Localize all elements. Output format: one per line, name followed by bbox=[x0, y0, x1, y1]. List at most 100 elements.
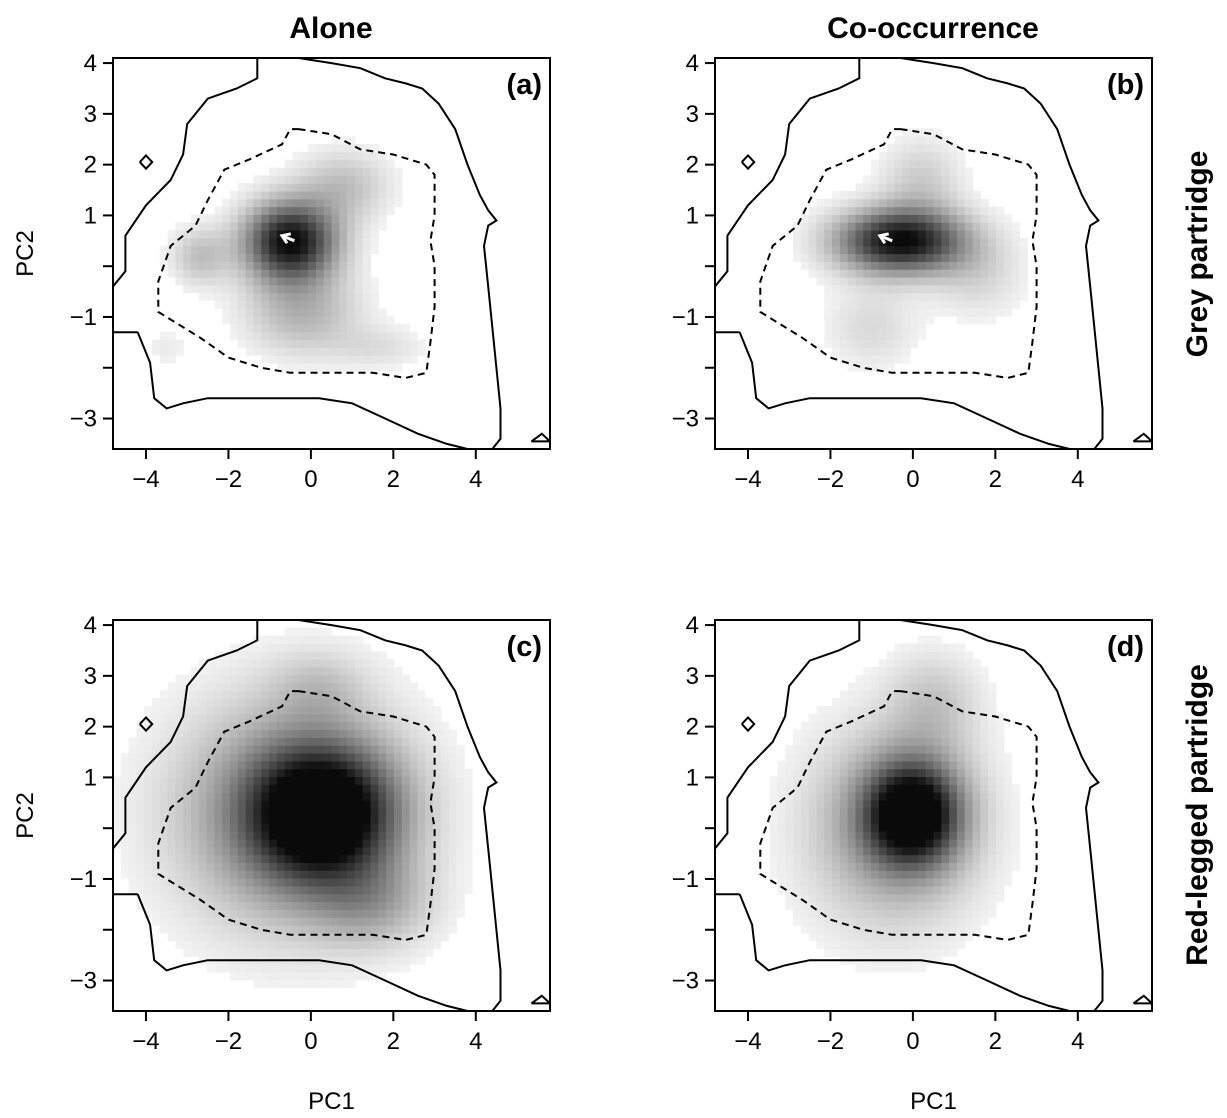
heat-cell bbox=[292, 698, 301, 707]
heat-cell bbox=[855, 347, 864, 356]
heat-cell bbox=[949, 932, 958, 942]
heat-cell bbox=[308, 276, 317, 286]
heat-cell bbox=[902, 924, 911, 934]
heat-cell bbox=[198, 885, 208, 895]
heat-cell bbox=[393, 885, 403, 895]
heat-cell bbox=[269, 964, 278, 973]
heat-cell bbox=[456, 752, 465, 762]
heat-cell bbox=[331, 831, 340, 840]
heat-cell bbox=[370, 214, 379, 223]
heat-cell bbox=[949, 237, 958, 247]
heat-cell bbox=[159, 854, 169, 864]
heat-cell bbox=[910, 752, 919, 762]
heat-cell bbox=[245, 870, 255, 879]
density-heatmap-d bbox=[769, 635, 1020, 973]
heat-cell bbox=[933, 300, 942, 309]
heat-cell bbox=[362, 807, 372, 817]
heat-cell bbox=[910, 807, 919, 817]
heat-cell bbox=[276, 917, 286, 926]
heat-cell bbox=[354, 292, 364, 302]
heat-cell bbox=[308, 893, 317, 903]
heat-cell bbox=[432, 924, 442, 934]
small-diamond-contour bbox=[139, 154, 154, 171]
heat-cell bbox=[339, 745, 348, 754]
heat-cell bbox=[902, 862, 911, 871]
heat-cell bbox=[284, 901, 294, 910]
heat-cell bbox=[198, 784, 208, 793]
heat-cell bbox=[855, 339, 864, 348]
heat-cell bbox=[401, 729, 411, 738]
heat-cell bbox=[847, 815, 857, 824]
heat-cell bbox=[800, 776, 810, 785]
heat-cell bbox=[832, 862, 841, 871]
heat-cell bbox=[214, 854, 223, 864]
heat-cell bbox=[261, 979, 270, 989]
heat-cell bbox=[769, 870, 779, 879]
heat-cell bbox=[432, 870, 442, 879]
heat-cell bbox=[894, 870, 903, 879]
heat-cell bbox=[839, 752, 849, 762]
small-diamond-contour bbox=[741, 716, 756, 733]
heat-cell bbox=[988, 878, 997, 887]
heat-cell bbox=[949, 909, 958, 918]
heat-cell bbox=[464, 878, 473, 887]
heat-cell bbox=[331, 909, 340, 918]
heat-cell bbox=[300, 659, 309, 668]
heat-cell bbox=[925, 706, 935, 715]
heat-cell bbox=[894, 846, 903, 856]
heat-cell bbox=[448, 815, 457, 824]
heat-cell bbox=[816, 870, 825, 879]
heat-cell bbox=[839, 245, 849, 255]
heat-cell bbox=[331, 706, 340, 715]
heat-cell bbox=[448, 870, 457, 879]
heat-cell bbox=[276, 331, 286, 341]
heat-cell bbox=[949, 666, 958, 676]
heat-cell bbox=[253, 316, 262, 325]
heat-cell bbox=[980, 284, 989, 294]
heat-cell bbox=[917, 885, 927, 895]
heat-cell bbox=[269, 776, 278, 785]
heat-cell bbox=[354, 862, 364, 871]
heat-cell bbox=[347, 222, 356, 231]
heat-cell bbox=[393, 932, 403, 942]
heat-cell bbox=[261, 815, 270, 824]
heat-cell bbox=[910, 253, 919, 262]
heat-cell bbox=[331, 878, 340, 887]
heat-cell bbox=[902, 729, 911, 738]
heat-cell bbox=[941, 690, 950, 699]
heat-cell bbox=[222, 729, 231, 738]
heat-cell bbox=[949, 831, 958, 840]
heat-cell bbox=[206, 292, 216, 302]
heat-cell bbox=[276, 175, 286, 184]
heat-cell bbox=[206, 666, 216, 676]
heat-cell bbox=[401, 721, 411, 731]
heat-cell bbox=[769, 776, 779, 785]
heat-cell bbox=[222, 237, 231, 247]
heat-cell bbox=[386, 167, 395, 176]
heat-cell bbox=[824, 792, 833, 801]
heat-cell bbox=[113, 831, 122, 840]
heat-cell bbox=[354, 666, 364, 676]
heat-cell bbox=[308, 183, 317, 192]
heat-cell bbox=[331, 136, 340, 145]
heat-cell bbox=[331, 245, 340, 255]
heat-cell bbox=[300, 885, 309, 895]
heat-cell bbox=[847, 206, 857, 215]
heat-cell bbox=[183, 768, 192, 777]
heat-cell bbox=[191, 690, 200, 699]
heat-cell bbox=[245, 292, 255, 302]
heat-cell bbox=[183, 276, 192, 286]
heat-cell bbox=[237, 659, 247, 668]
heat-cell bbox=[839, 713, 849, 723]
heat-cell bbox=[339, 300, 348, 309]
heat-cell bbox=[276, 198, 286, 208]
heat-cell bbox=[315, 831, 325, 840]
heat-cell bbox=[315, 651, 325, 660]
heat-cell bbox=[878, 151, 888, 161]
heat-cell bbox=[855, 308, 864, 317]
heat-cell bbox=[793, 760, 802, 770]
heat-cell bbox=[159, 768, 169, 777]
heat-cell bbox=[386, 885, 395, 895]
heat-cell bbox=[292, 237, 301, 247]
